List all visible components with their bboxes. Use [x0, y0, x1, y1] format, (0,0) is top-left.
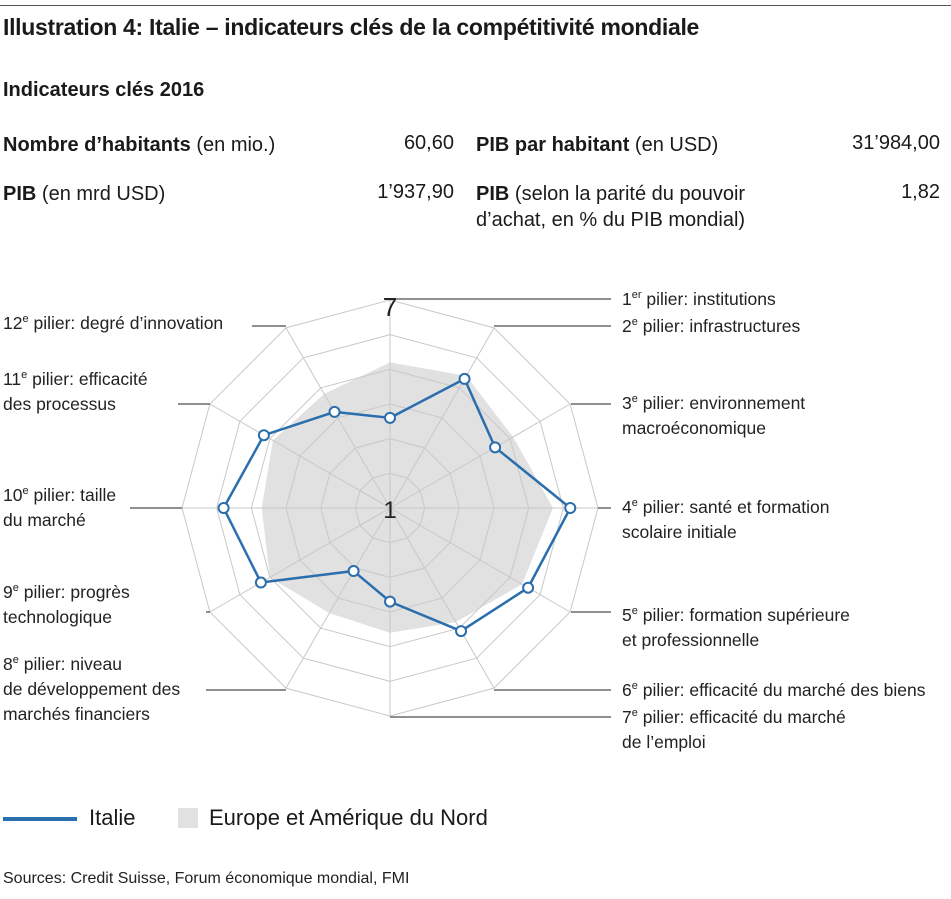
italy-point-2	[458, 372, 471, 385]
gdp-value: 1’937,90	[377, 181, 454, 203]
grid-spoke	[389, 403, 571, 509]
italy-point-4	[564, 502, 577, 514]
gdp-per-capita-label: PIB par habitant (en USD)	[476, 134, 719, 156]
legend-europe-label: Europe et Amérique du Nord	[209, 805, 488, 830]
grid-spoke	[285, 327, 391, 509]
italy-point-12	[328, 405, 341, 418]
axis-min-label: 1	[383, 497, 396, 524]
pillar-label-6: 6e pilier: efficacité du marché des bien…	[622, 680, 926, 700]
pillar-label-1: 1er pilier: institutions	[622, 289, 776, 309]
italy-point-5	[522, 581, 535, 594]
italy-point-9	[254, 576, 267, 589]
figure-title: Illustration 4: Italie – indicateurs clé…	[3, 14, 700, 40]
pillar-label-9: 9e pilier: progrès technologique	[3, 582, 130, 627]
grid-spoke	[389, 327, 495, 509]
top-rule	[0, 5, 951, 6]
grid-spoke	[285, 507, 391, 689]
pillar-label-5: 5e pilier: formation supérieure et profe…	[622, 605, 850, 650]
figure-subtitle: Indicateurs clés 2016	[3, 79, 205, 101]
pillar-label-8: 8e pilier: niveau de développement des m…	[3, 654, 181, 724]
italy-point-1	[384, 411, 396, 424]
grid-spoke	[389, 507, 495, 689]
population-value: 60,60	[403, 132, 454, 154]
source-note: Sources: Credit Suisse, Forum économique…	[3, 870, 410, 887]
grid-spoke	[209, 507, 391, 613]
pillar-label-2: 2e pilier: infrastructures	[622, 316, 801, 336]
pillar-label-3: 3e pilier: environnement macroéconomique	[622, 393, 806, 438]
italy-point-11	[257, 429, 270, 442]
gdp-ppp-value: 1,82	[901, 181, 940, 203]
legend-italy-swatch	[3, 817, 77, 821]
pillar-label-7: 7e pilier: efficacité du marché de l’emp…	[622, 707, 846, 752]
legend-europe-swatch	[178, 808, 198, 828]
italy-point-8	[347, 565, 360, 578]
italy-point-7	[384, 595, 396, 608]
italy-point-10	[217, 502, 230, 514]
pillar-label-12: 12e pilier: degré d’innovation	[3, 313, 224, 333]
pillar-label-11: 11e pilier: efficacité des processus	[3, 369, 148, 414]
italy-point-3	[489, 441, 502, 454]
pillar-label-10: 10e pilier: taille du marché	[3, 485, 117, 530]
legend-italy-label: Italie	[89, 805, 136, 830]
grid-spoke	[209, 403, 391, 509]
axis-max-label: 7	[383, 292, 397, 322]
gdp-per-capita-value: 31’984,00	[852, 132, 940, 154]
population-label: Nombre d’habitants (en mio.)	[3, 134, 276, 156]
pillar-label-4: 4e pilier: santé et formation scolaire i…	[622, 497, 830, 542]
italy-point-6	[455, 625, 468, 638]
gdp-label: PIB (en mrd USD)	[3, 183, 166, 205]
gdp-ppp-label: PIB (selon la parité du pouvoir d’achat,…	[476, 183, 746, 231]
grid-spoke	[389, 507, 571, 613]
